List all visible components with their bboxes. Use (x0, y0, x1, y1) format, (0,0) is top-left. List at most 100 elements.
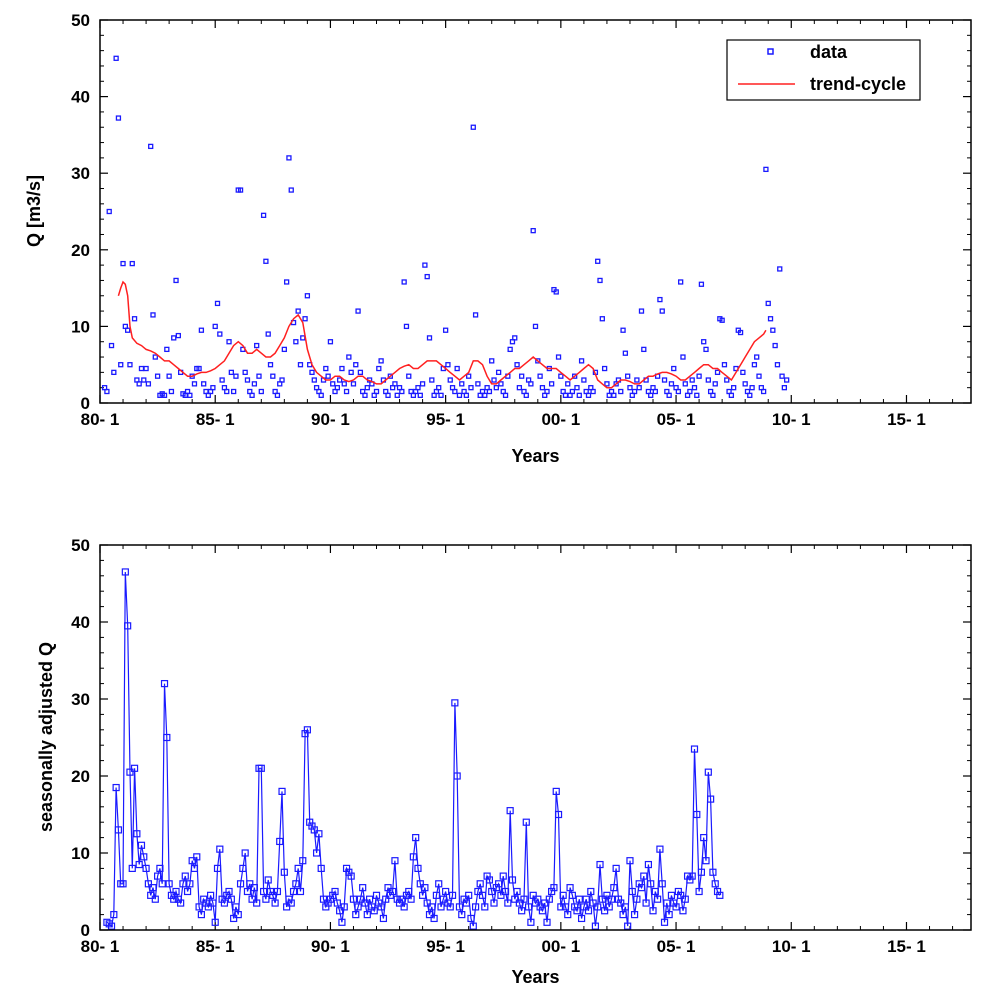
data-point (670, 899, 678, 907)
y-axis-title: Q [m3/s] (24, 175, 44, 247)
data-point (693, 810, 701, 819)
x-tick-label: 00- 1 (541, 410, 580, 429)
data-point (126, 768, 134, 776)
data-point (605, 903, 613, 911)
data-point (401, 279, 407, 285)
data-point (124, 622, 132, 630)
data-point (141, 377, 147, 383)
data-point (167, 891, 176, 899)
data-point (575, 895, 583, 903)
data-point (564, 910, 572, 919)
data-point (573, 907, 581, 915)
data-point (784, 377, 790, 383)
data-point (356, 895, 364, 903)
data-point (667, 891, 676, 899)
data-point (232, 903, 240, 911)
y-tick-label: 0 (81, 921, 90, 940)
data-point (154, 872, 162, 880)
data-point (111, 369, 117, 376)
data-point (262, 895, 270, 903)
data-point (466, 373, 472, 379)
data-point (154, 373, 161, 379)
data-point (713, 887, 722, 896)
data-point (598, 895, 606, 903)
data-point (127, 362, 133, 368)
data-point (129, 260, 135, 267)
data-point (220, 899, 229, 907)
data-point (402, 891, 411, 899)
data-point (442, 887, 450, 896)
seasonally-adjusted-markers (103, 568, 724, 930)
data-point (406, 373, 412, 379)
data-point (747, 392, 753, 398)
data-point (164, 346, 170, 353)
data-point (550, 884, 558, 892)
data-point (345, 868, 353, 876)
data-point (774, 362, 781, 368)
data-point (248, 895, 256, 903)
legend-data-marker (767, 48, 774, 55)
data-point (447, 377, 453, 383)
data-point (603, 891, 611, 899)
data-point (535, 358, 541, 364)
data-point (273, 887, 282, 896)
data-point (490, 899, 498, 907)
data-point (387, 373, 393, 379)
data-point (342, 864, 351, 873)
data-point (331, 887, 339, 896)
data-point (137, 841, 146, 849)
data-point (158, 880, 166, 888)
data-point (423, 899, 431, 907)
data-point (527, 918, 535, 926)
legend: data trend-cycle (726, 39, 921, 101)
data-point (665, 910, 673, 919)
data-point (555, 354, 562, 360)
data-point (698, 281, 705, 287)
data-point (283, 903, 291, 911)
x-tick-label: 05- 1 (657, 410, 696, 429)
data-point (106, 208, 112, 215)
data-point (452, 388, 458, 395)
data-point (279, 377, 285, 383)
data-point (622, 350, 629, 356)
data-point (714, 369, 721, 376)
data-point (285, 895, 293, 903)
data-point (319, 895, 328, 903)
data-point (407, 895, 415, 903)
data-point (530, 227, 536, 234)
data-point (636, 385, 642, 391)
data-point (604, 381, 610, 387)
data-point (343, 388, 350, 395)
data-point (498, 381, 504, 387)
y-tick-label: 40 (71, 613, 90, 632)
data-point (336, 377, 343, 383)
data-point (611, 392, 617, 398)
x-tick-label: 10- 1 (772, 410, 811, 429)
data-point (311, 377, 317, 383)
data-point (520, 895, 528, 903)
data-point (476, 880, 484, 888)
data-point (300, 335, 306, 341)
data-point (312, 849, 321, 857)
data-point (373, 388, 380, 395)
data-point (193, 853, 201, 861)
data-point (177, 899, 185, 907)
data-point (642, 899, 650, 907)
data-point (340, 903, 348, 911)
data-point (640, 872, 648, 880)
data-point (409, 853, 417, 861)
data-point (728, 392, 735, 398)
y-axis-title: seasonally adjusted Q (36, 642, 56, 832)
data-point (467, 914, 475, 923)
data-point (652, 388, 658, 395)
y-tick-label: 50 (71, 11, 90, 30)
data-point (552, 787, 560, 796)
data-point (462, 899, 470, 907)
data-point (359, 884, 367, 892)
data-point (471, 903, 480, 911)
y-tick-label: 20 (71, 767, 90, 786)
data-point (376, 365, 382, 372)
y-tick-labels: 0 10 20 30 40 50 (71, 536, 90, 940)
data-point (202, 899, 210, 907)
data-point (136, 381, 142, 387)
